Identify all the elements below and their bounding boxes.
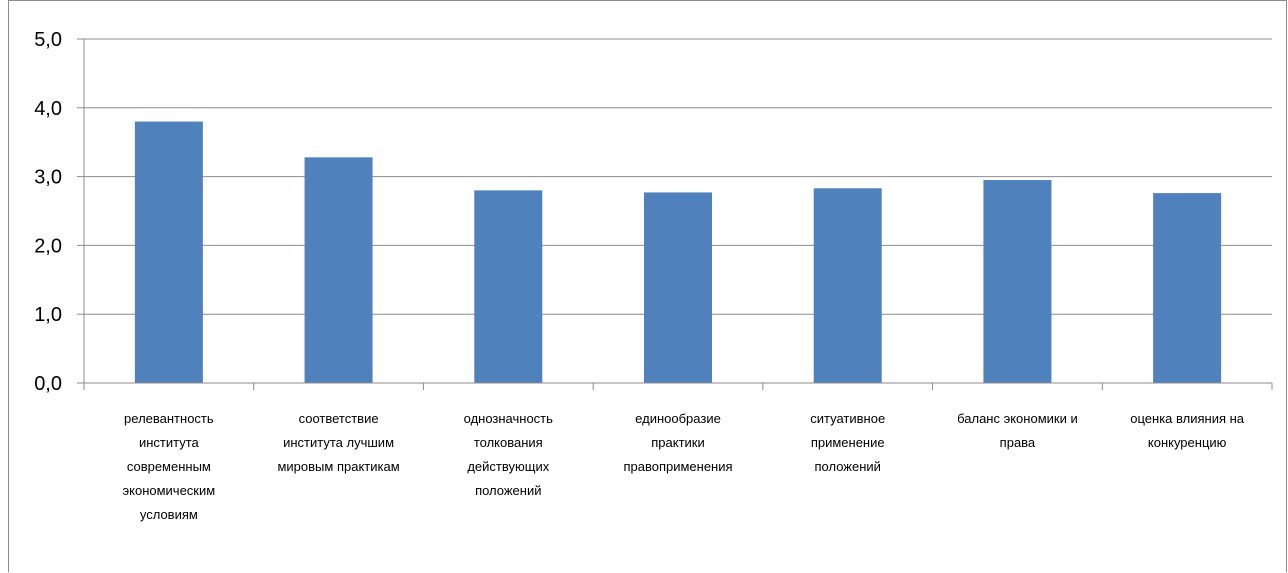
category-label: релевантность	[124, 411, 214, 426]
category-label: практики	[651, 435, 705, 450]
category-label: применение	[811, 435, 885, 450]
category-label: экономическим	[123, 483, 216, 498]
y-tick-label: 2,0	[34, 235, 62, 257]
category-label: соответствие	[299, 411, 379, 426]
y-tick-label: 1,0	[34, 304, 62, 326]
bars	[134, 121, 1222, 383]
category-label: положений	[475, 483, 541, 498]
category-label: ситуативное	[810, 411, 885, 426]
category-label: мировым практикам	[277, 459, 399, 474]
category-label: правоприменения	[623, 459, 732, 474]
y-tick-label: 0,0	[34, 373, 62, 395]
category-label: института лучшим	[283, 435, 394, 450]
category-label: оценка влияния на	[1130, 411, 1245, 426]
category-label: института	[139, 435, 200, 450]
chart-frame	[8, 0, 1287, 572]
y-tick-label: 5,0	[34, 29, 62, 51]
y-tick-label: 4,0	[34, 98, 62, 120]
bar	[134, 121, 203, 383]
bar	[304, 157, 373, 383]
bar	[983, 180, 1052, 383]
category-label: положений	[814, 459, 880, 474]
category-label: действующих	[467, 459, 549, 474]
labels: 0,0 1,0 2,0 3,0 4,0 5,0 релевантность института…	[34, 29, 1245, 522]
bar	[644, 192, 712, 383]
category-label: однозначность	[464, 411, 554, 426]
axes	[77, 38, 1273, 390]
bar	[813, 188, 882, 383]
category-label: толкования	[474, 435, 543, 450]
category-label: условиям	[140, 507, 198, 522]
category-label: конкуренцию	[1148, 435, 1227, 450]
category-label: единообразие	[635, 411, 721, 426]
bar	[474, 190, 543, 383]
category-label: баланс экономики и	[957, 411, 1078, 426]
y-tick-label: 3,0	[34, 167, 62, 189]
bar	[1153, 193, 1222, 383]
category-label: современным	[127, 459, 211, 474]
category-label: права	[1000, 435, 1036, 450]
